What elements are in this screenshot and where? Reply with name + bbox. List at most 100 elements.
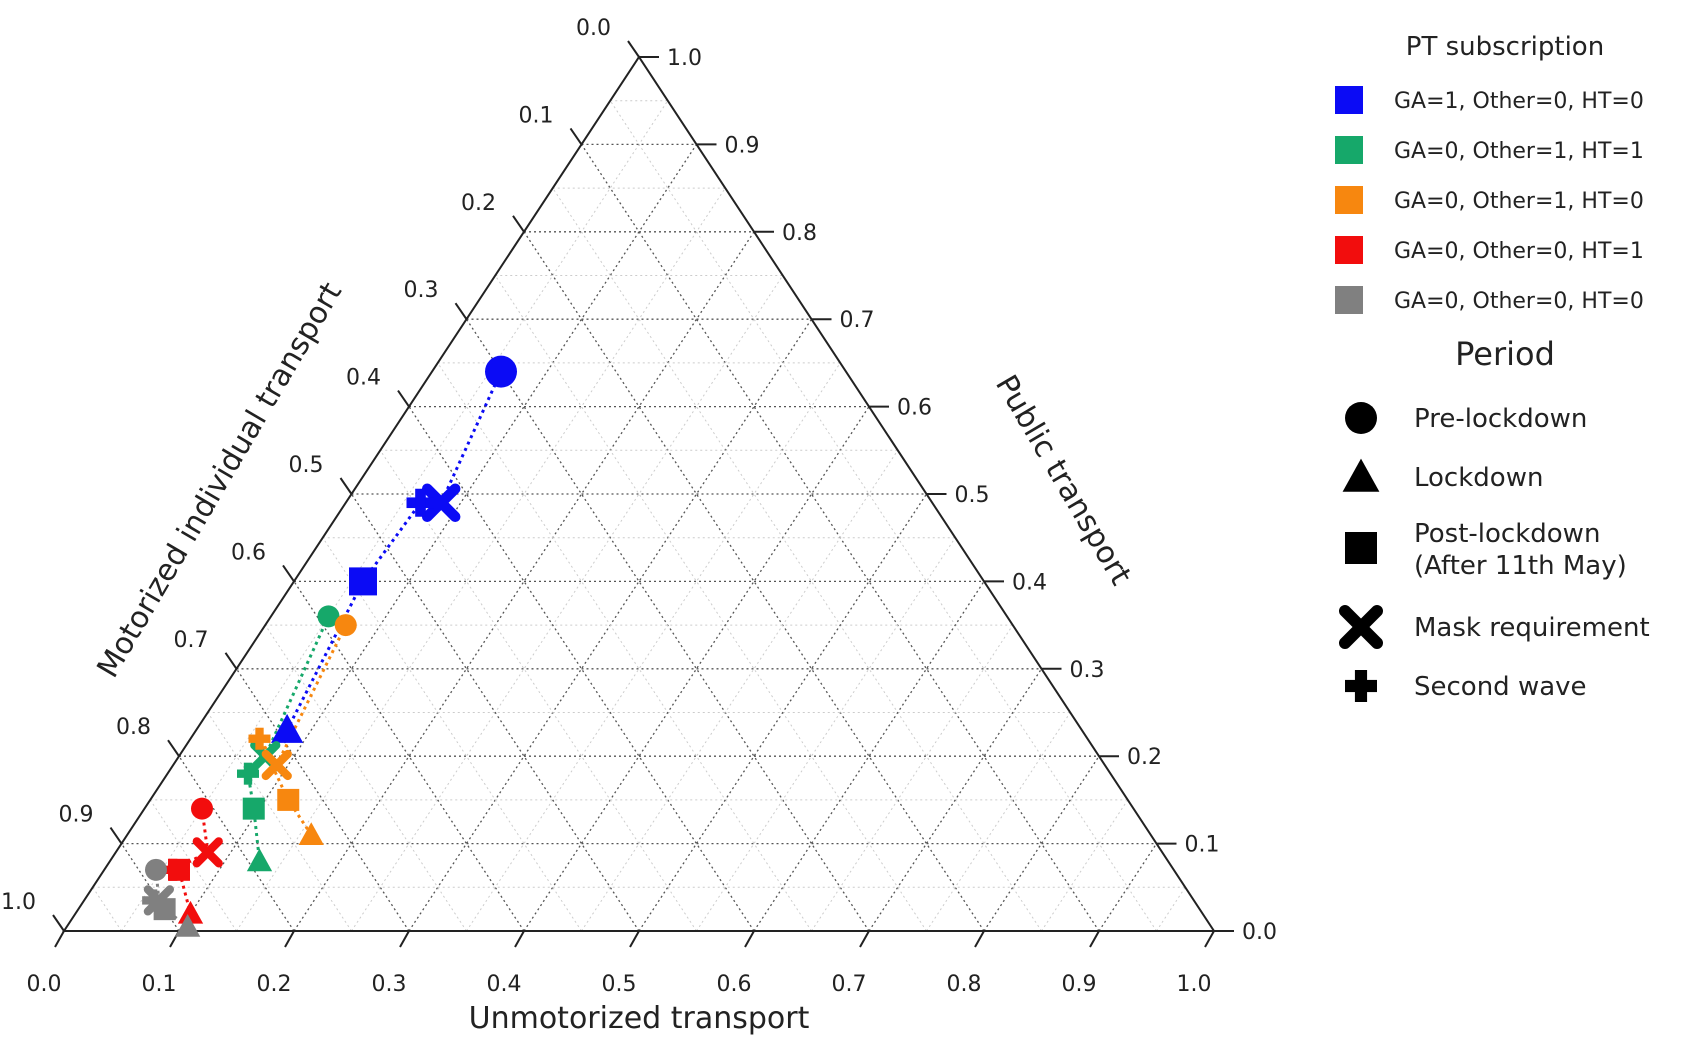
grid-line [236, 187, 726, 932]
grid-line [1156, 887, 1186, 932]
data-point-x-stroke [421, 483, 461, 522]
data-point-x [421, 483, 461, 522]
tick-mark [627, 40, 640, 58]
data-point-x [192, 837, 223, 868]
data-point-triangle [271, 713, 304, 743]
legend-shape-label: Post-lockdown [1414, 519, 1600, 549]
legend-shape-label: Lockdown [1414, 463, 1543, 493]
legend-shape-label: Second wave [1414, 672, 1587, 702]
legend-color-label: GA=0, Other=1, HT=0 [1394, 189, 1644, 214]
data-point-circle [191, 797, 213, 820]
axis-title-unmotorized: Unmotorized transport [469, 1001, 810, 1036]
data-point-plus [248, 727, 271, 750]
tick-label: 0.0 [27, 972, 62, 997]
tick-label: 0.9 [59, 803, 94, 828]
tick-mark [454, 302, 468, 320]
grid-line [1041, 799, 1129, 932]
legend-marker-circle [1345, 402, 1377, 434]
tick-mark [629, 930, 640, 948]
grid-line [696, 537, 956, 932]
tick-mark [744, 930, 755, 948]
tick-label: 0.8 [782, 221, 817, 246]
data-point-x-stroke [192, 837, 223, 868]
tick-mark [52, 914, 65, 932]
grid-line [609, 100, 1157, 932]
tick-mark [1089, 930, 1100, 948]
data-point-square [153, 898, 176, 921]
data-point-triangle [177, 900, 204, 924]
data-point-triangle [174, 913, 201, 937]
tick-label: 0.2 [1127, 745, 1162, 770]
legend-color-label: GA=0, Other=0, HT=0 [1394, 289, 1644, 314]
data-point-circle [145, 858, 167, 881]
series-line [246, 615, 330, 862]
data-point-plus-bar [243, 762, 253, 785]
tick-label: 0.1 [1185, 833, 1220, 858]
series-points [142, 355, 517, 937]
data-point-plus-bar [415, 488, 426, 517]
data-point-square [277, 788, 300, 811]
tick-mark [399, 930, 410, 948]
grid-line [494, 275, 927, 932]
tick-label: 0.8 [947, 972, 982, 997]
tick-label: 0.7 [832, 972, 867, 997]
legend-title-subscription: PT subscription [1406, 32, 1604, 62]
grid-line [926, 712, 1071, 932]
data-point-plus-bar [255, 727, 264, 750]
tick-label: 1.0 [667, 46, 702, 71]
legend-color-label: GA=0, Other=0, HT=1 [1394, 239, 1644, 264]
tick-label: 0.1 [142, 972, 177, 997]
data-point-x-stroke [261, 749, 292, 781]
data-point-square [242, 797, 265, 820]
tick-label: 0.7 [174, 628, 209, 653]
tick-label: 0.5 [289, 453, 324, 478]
data-point-x [261, 749, 292, 781]
grid-line [466, 362, 841, 932]
grid-line [322, 537, 582, 932]
tick-mark [109, 827, 123, 845]
data-point-plus [237, 762, 259, 785]
data-point-triangle [298, 822, 324, 845]
tick-label: 0.2 [461, 191, 496, 216]
grid-line [207, 712, 352, 932]
series-line [172, 808, 210, 914]
tick-label: 0.2 [257, 972, 292, 997]
tick-label: 1.0 [1, 890, 36, 915]
grid-line [638, 493, 928, 932]
tick-label: 0.1 [519, 103, 554, 128]
data-point-plus-bar [148, 889, 158, 912]
data-point-circle [334, 614, 357, 637]
data-point-circle [317, 605, 340, 628]
tick-label: 0.4 [346, 366, 381, 391]
tick-mark [167, 739, 180, 757]
legend-color-label: GA=1, Other=0, HT=0 [1394, 89, 1644, 114]
legend-marker-plus [1345, 670, 1377, 702]
legend-shape-label: Pre-lockdown [1414, 404, 1587, 434]
tick-label: 0.6 [717, 972, 752, 997]
legend-shape-label: Mask requirement [1414, 613, 1650, 643]
tick-layer: 0.0 0.0 0.0 0.1 0.1 0.1 0.2 0.2 0.2 0.3 0.3 0.3 0.4 0… [1, 16, 1277, 997]
tick-label: 0.3 [1070, 658, 1105, 683]
tick-mark [224, 652, 238, 670]
grid-line [868, 668, 1043, 932]
data-point-square [349, 567, 377, 596]
grid-line [351, 275, 784, 932]
grid-line [379, 450, 697, 932]
legend-title-period: Period [1455, 335, 1555, 373]
legend-swatch [1335, 286, 1363, 314]
tick-mark [397, 390, 410, 408]
data-point-square [168, 858, 190, 881]
data-point-circle [485, 355, 517, 388]
tick-mark [54, 930, 65, 948]
tick-mark [282, 564, 295, 582]
tick-label: 0.0 [1242, 920, 1277, 945]
tick-mark [859, 930, 870, 948]
tick-label: 1.0 [1177, 972, 1212, 997]
legend-color-entries: GA=1, Other=0, HT=0 GA=0, Other=1, HT=1 GA… [1335, 86, 1644, 314]
tick-label: 0.9 [1062, 972, 1097, 997]
tick-label: 0.4 [1012, 570, 1047, 595]
tick-label: 0.5 [955, 483, 990, 508]
grid-line [350, 493, 640, 932]
legend-shape-label-line2: (After 11th May) [1414, 551, 1627, 581]
